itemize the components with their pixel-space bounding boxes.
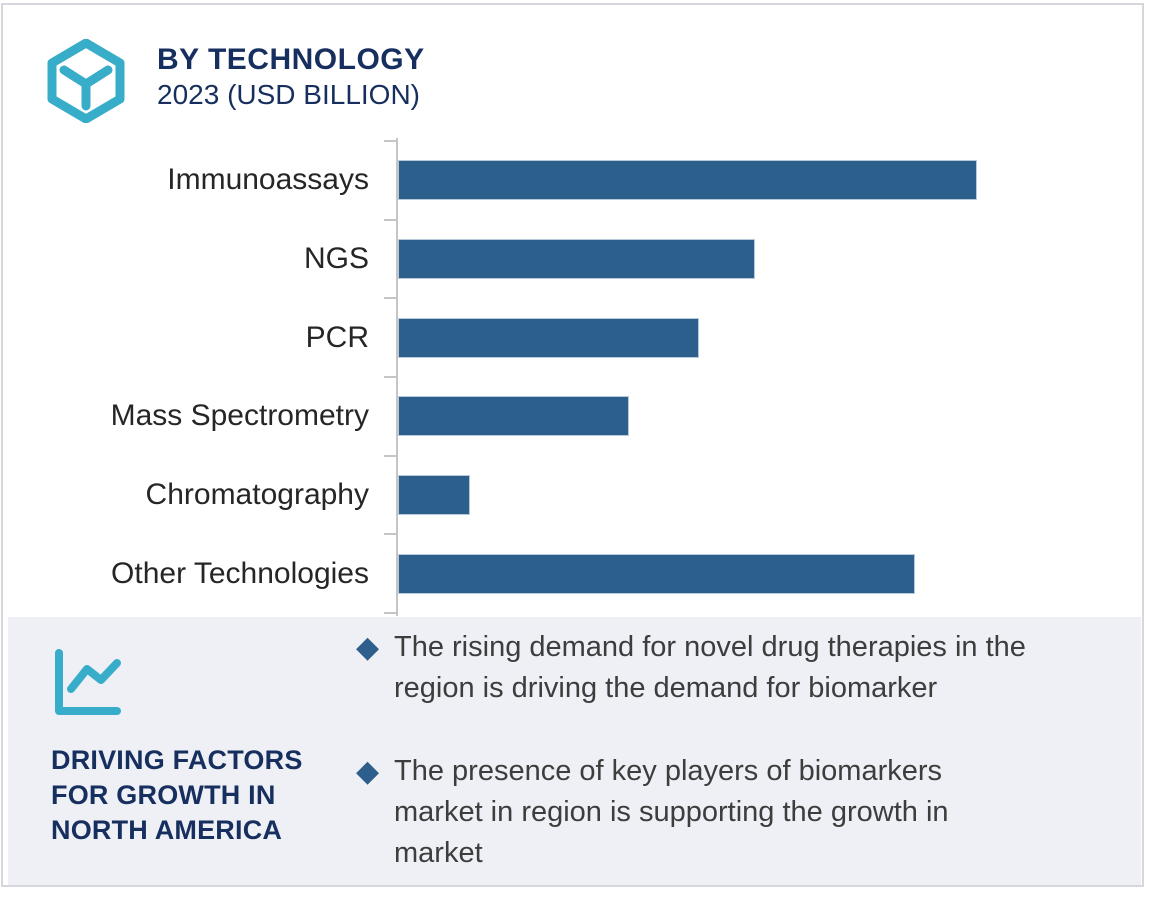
bar-label: Other Technologies (111, 556, 369, 590)
axis-tick (384, 140, 396, 142)
axis-tick (384, 297, 396, 300)
bullet-item: ◆ The presence of key players of biomark… (356, 751, 1146, 874)
bullet-list: ◆ The rising demand for novel drug thera… (356, 627, 1146, 874)
bar-row: Immunoassays (3, 141, 1146, 220)
line-chart-icon (55, 649, 121, 715)
bar (398, 239, 755, 279)
diamond-bullet-icon: ◆ (356, 631, 380, 664)
bar (398, 317, 699, 358)
bar-label: PCR (305, 320, 369, 354)
infographic-card: BY TECHNOLOGY 2023 (USD BILLION) Immunoa… (1, 3, 1144, 887)
bar (398, 475, 470, 515)
driving-factors-panel: DRIVING FACTORS FOR GROWTH IN NORTH AMER… (8, 617, 1141, 885)
axis-tick (384, 454, 396, 457)
bullet-text: The presence of key players of biomarker… (394, 755, 949, 869)
bar-label: NGS (303, 242, 369, 275)
axis-tick (384, 612, 396, 614)
y-axis-line (396, 138, 398, 616)
plot-area: Immunoassays NGS PCR Mass Spectrometry C… (3, 138, 1146, 616)
bar (398, 160, 977, 201)
bar (398, 553, 915, 594)
bar-row: Other Technologies (3, 534, 1146, 613)
axis-tick (384, 376, 396, 378)
axis-tick (384, 533, 396, 536)
hexagon-y-logo-icon (47, 39, 125, 123)
bar-row: Mass Spectrometry (3, 377, 1146, 456)
bar (398, 396, 629, 437)
chart-titles: BY TECHNOLOGY 2023 (USD BILLION) (157, 39, 425, 113)
diamond-bullet-icon: ◆ (356, 755, 380, 788)
chart-subtitle: 2023 (USD BILLION) (157, 79, 420, 110)
panel-heading: DRIVING FACTORS FOR GROWTH IN NORTH AMER… (51, 745, 303, 845)
bar-row: Chromatography (3, 456, 1146, 535)
chart-header: BY TECHNOLOGY 2023 (USD BILLION) (47, 39, 425, 123)
bar-row: PCR (3, 298, 1146, 377)
bullet-text: The rising demand for novel drug therapi… (394, 631, 1026, 704)
chart-title: BY TECHNOLOGY (157, 43, 425, 76)
axis-tick (384, 218, 396, 221)
bar-label: Chromatography (145, 478, 369, 511)
bar-label: Immunoassays (167, 163, 369, 197)
bullet-item: ◆ The rising demand for novel drug thera… (356, 627, 1146, 709)
bar-row: NGS (3, 220, 1146, 299)
bar-label: Mass Spectrometry (110, 399, 369, 433)
